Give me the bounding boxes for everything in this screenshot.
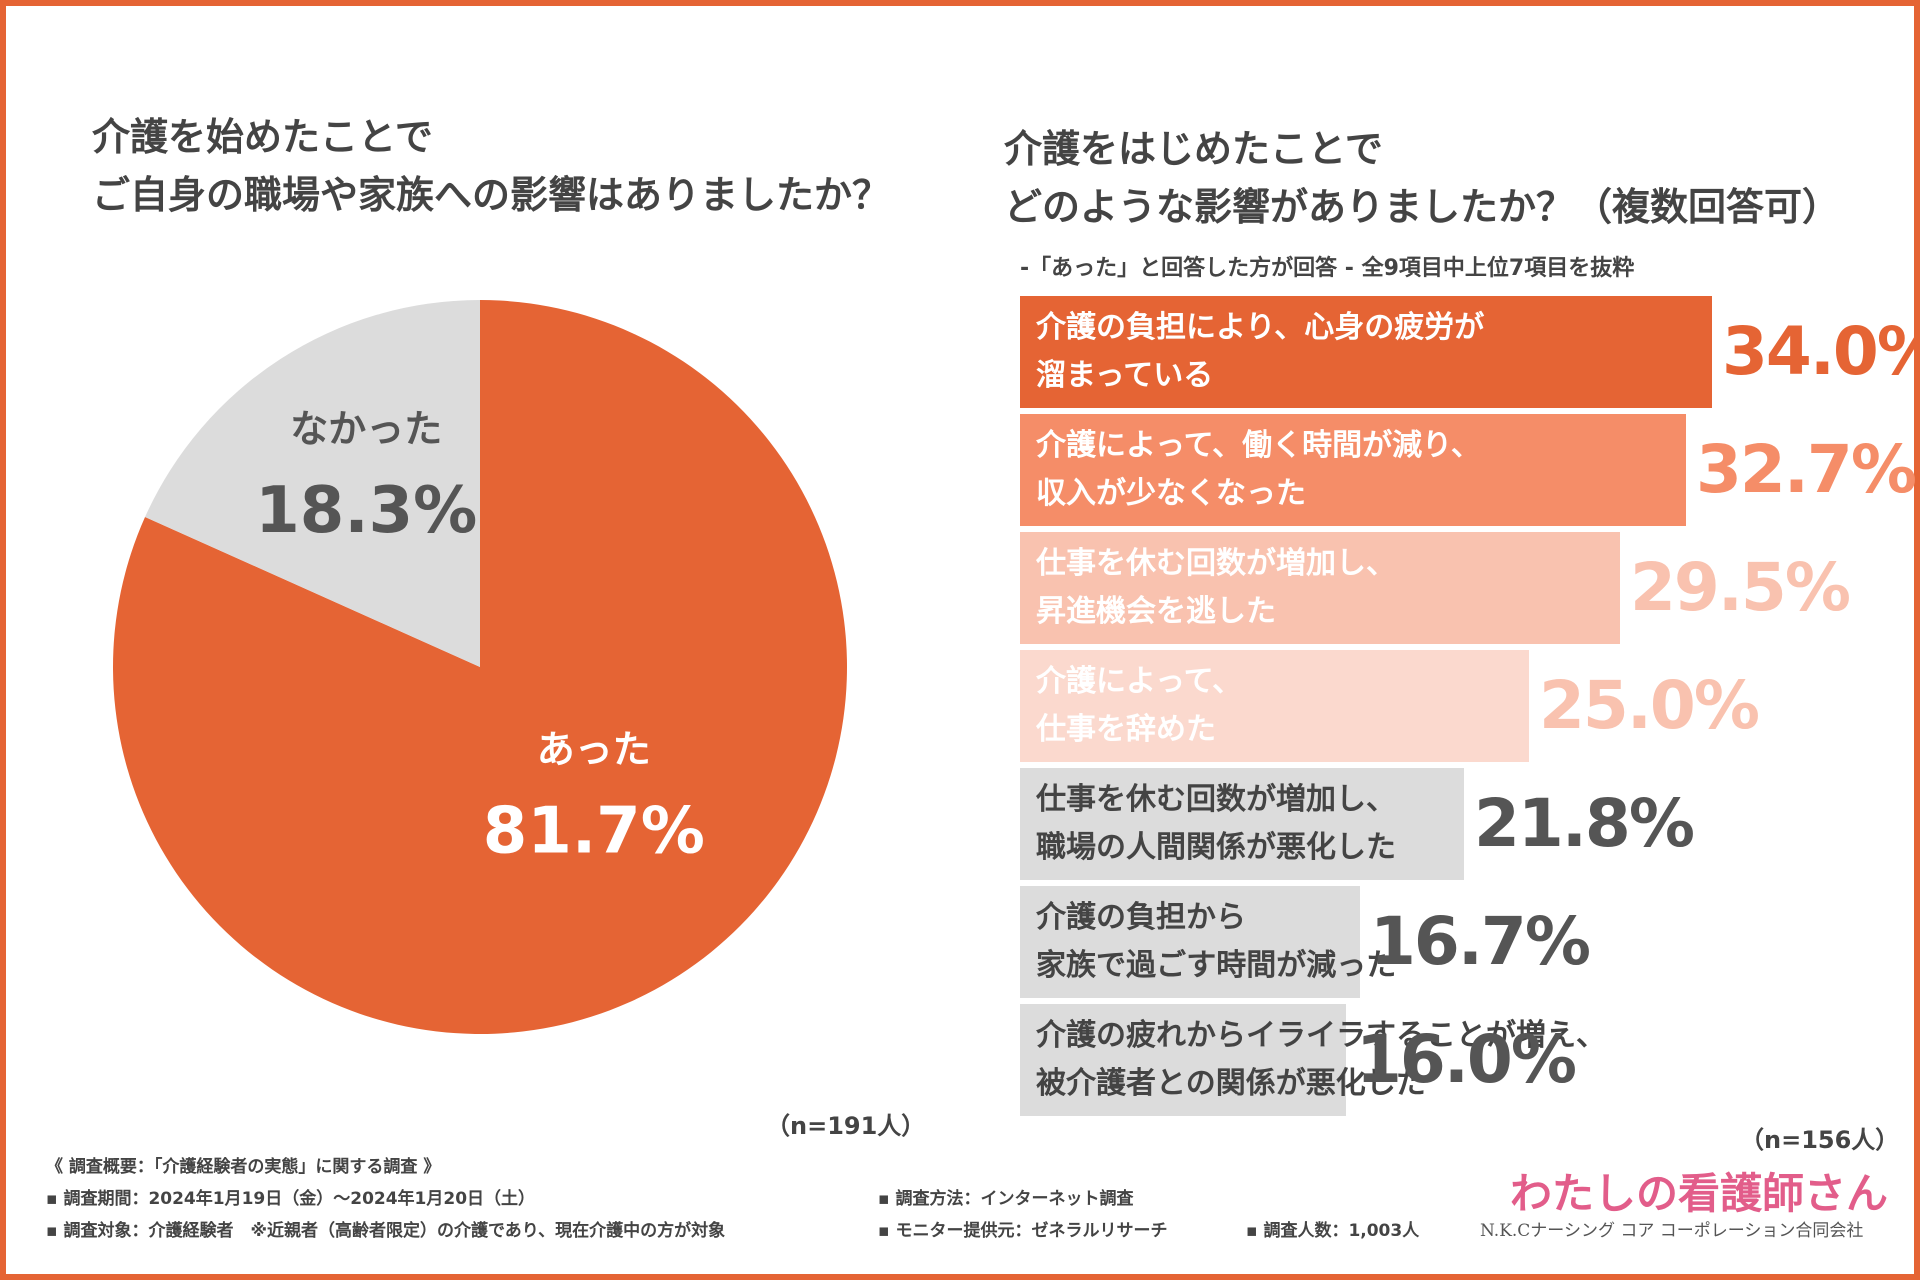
right-chart-title: 介護をはじめたことで どのような影響がありましたか？（複数回答可） (1004, 120, 1840, 236)
pie-chart: あった 81.7% なかった 18.3% (112, 300, 848, 1034)
bar-label: 介護の負担から 家族で過ごす時間が減った (1036, 894, 1396, 990)
bar-fill (1020, 886, 1360, 998)
pie-slice (112, 300, 848, 1034)
bar-label-line1: 介護の負担により、心身の疲労が (1036, 310, 1485, 345)
bar-row: 仕事を休む回数が増加し、 昇進機会を逃した 29.5% (1020, 532, 1851, 644)
bar-value-label: 16.0% (1356, 1021, 1577, 1098)
bar-row: 介護によって、 仕事を辞めた 25.0% (1020, 650, 1760, 762)
bar-fill (1020, 650, 1529, 762)
left-sample-size: （n=191人） (766, 1112, 926, 1140)
bar-label-line1: 介護によって、働く時間が減り、 (1036, 428, 1481, 463)
bar-row: 介護の疲れからイライラすることが増え、 被介護者との関係が悪化した 16.0% (1020, 1004, 1606, 1116)
bar-label: 介護によって、 仕事を辞めた (1036, 658, 1242, 754)
bar-value-label: 21.8% (1474, 785, 1695, 862)
right-title-line1: 介護をはじめたことで (1004, 127, 1383, 171)
bar-row: 介護の負担から 家族で過ごす時間が減った 16.7% (1020, 886, 1591, 998)
bar-fill (1020, 296, 1712, 408)
bar-label-line1: 介護の疲れからイライラすることが増え、 (1036, 1018, 1606, 1053)
bar-row: 介護の負担により、心身の疲労が 溜まっている 34.0% (1020, 296, 1920, 408)
pie-slice-value: 18.3% (255, 474, 477, 548)
right-chart-subtitle: -「あった」と回答した方が回答 - 全9項目中上位7項目を抜粋 (1020, 256, 1635, 281)
bar-fill (1020, 532, 1620, 644)
right-sample-size: （n=156人） (1740, 1126, 1900, 1154)
survey-overview: 《 調査概要：「介護経験者の実態」に関する調査 》 (46, 1157, 441, 1177)
company-name: N.K.Cナーシング コア コーポレーション合同会社 (1480, 1221, 1864, 1241)
bar-label-line2: 家族で過ごす時間が減った (1036, 948, 1397, 983)
bar-fill (1020, 1004, 1346, 1116)
bar-label-line1: 介護によって、 (1036, 664, 1243, 699)
survey-count: ▪ 調査人数：1,003人 (1246, 1221, 1420, 1241)
bar-value-label: 32.7% (1696, 431, 1917, 508)
bar-row: 介護によって、働く時間が減り、 収入が少なくなった 32.7% (1020, 414, 1917, 526)
bar-label-line2: 仕事を辞めた (1036, 712, 1216, 747)
bar-label-line2: 被介護者との関係が悪化した (1036, 1066, 1426, 1101)
bar-label: 仕事を休む回数が増加し、 昇進機会を逃した (1036, 540, 1396, 636)
bar-label: 介護の疲れからイライラすることが増え、 被介護者との関係が悪化した (1036, 1012, 1606, 1108)
bar-value-label: 25.0% (1539, 667, 1760, 744)
bar-label-line1: 仕事を休む回数が増加し、 (1036, 782, 1396, 817)
bar-label-line2: 溜まっている (1036, 358, 1214, 393)
pie-slice (145, 300, 481, 667)
monitor-provider: ▪ モニター提供元：ゼネラルリサーチ (878, 1221, 1168, 1241)
survey-target: ▪ 調査対象：介護経験者 ※近親者（高齢者限定）の介護であり、現在介護中の方が対… (46, 1221, 726, 1241)
bar-fill (1020, 768, 1464, 880)
bar-value-label: 16.7% (1370, 903, 1591, 980)
right-title-line2: どのような影響がありましたか？（複数回答可） (1004, 185, 1841, 229)
bar-label-line2: 収入が少なくなった (1036, 476, 1306, 511)
bar-fill (1020, 414, 1686, 526)
survey-period: ▪ 調査期間：2024年1月19日（金）〜2024年1月20日（土） (46, 1189, 536, 1209)
pie-slice-label: あった (537, 727, 651, 771)
bar-value-label: 29.5% (1630, 549, 1851, 626)
left-title-line2: ご自身の職場や家族への影響はありましたか？ (92, 173, 891, 217)
pie-slice-value: 81.7% (483, 794, 705, 868)
bar-label: 介護の負担により、心身の疲労が 溜まっている (1036, 304, 1484, 400)
left-chart-title: 介護を始めたことで ご自身の職場や家族への影響はありましたか？ (92, 108, 890, 224)
bar-label-line2: 職場の人間関係が悪化した (1036, 830, 1396, 865)
bar-row: 仕事を休む回数が増加し、 職場の人間関係が悪化した 21.8% (1020, 768, 1695, 880)
bar-label: 仕事を休む回数が増加し、 職場の人間関係が悪化した (1036, 776, 1396, 872)
bar-label: 介護によって、働く時間が減り、 収入が少なくなった (1036, 422, 1481, 518)
bar-label-line2: 昇進機会を逃した (1036, 594, 1276, 629)
bar-label-line1: 仕事を休む回数が増加し、 (1036, 546, 1396, 581)
pie-slice-label: なかった (290, 407, 442, 451)
brand-logo: わたしの看護師さん (1510, 1169, 1889, 1218)
bar-label-line1: 介護の負担から (1036, 900, 1246, 935)
left-title-line1: 介護を始めたことで (92, 115, 433, 159)
survey-method: ▪ 調査方法：インターネット調査 (878, 1189, 1134, 1209)
bar-value-label: 34.0% (1722, 313, 1920, 390)
